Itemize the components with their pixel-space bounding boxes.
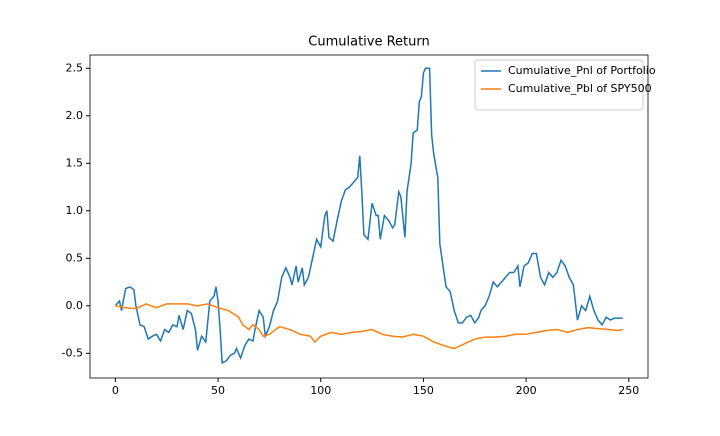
x-tick-label: 150 bbox=[413, 384, 434, 397]
x-tick-label: 50 bbox=[211, 384, 225, 397]
chart-title: Cumulative Return bbox=[308, 35, 429, 50]
y-tick-label: 2.0 bbox=[66, 109, 84, 122]
x-tick-label: 0 bbox=[112, 384, 119, 397]
y-tick-label: -0.5 bbox=[62, 346, 83, 359]
y-tick-label: 2.5 bbox=[66, 61, 84, 74]
series-line bbox=[114, 67, 623, 364]
legend-label: Cumulative_Pbl of SPY500 bbox=[508, 82, 652, 95]
series-line bbox=[115, 303, 623, 350]
plot-frame bbox=[89, 54, 649, 379]
y-tick-label: 0.5 bbox=[66, 251, 84, 264]
y-tick-label: 1.0 bbox=[66, 204, 84, 217]
x-tick-label: 100 bbox=[310, 384, 331, 397]
legend-box bbox=[474, 59, 644, 111]
x-tick-label: 250 bbox=[618, 384, 639, 397]
legend-label: Cumulative_Pnl of Portfolio bbox=[508, 64, 656, 77]
y-tick-label: 0.0 bbox=[66, 299, 84, 312]
x-tick-label: 200 bbox=[516, 384, 537, 397]
y-tick-label: 1.5 bbox=[66, 156, 84, 169]
